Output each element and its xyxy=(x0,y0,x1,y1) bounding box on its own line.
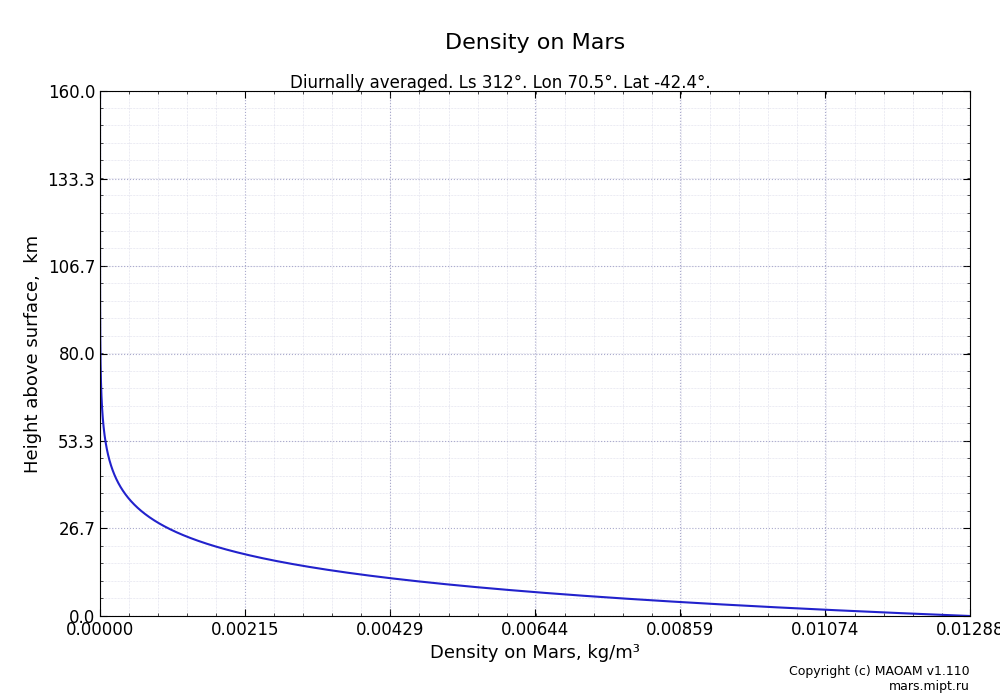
Y-axis label: Height above surface,  km: Height above surface, km xyxy=(24,234,42,472)
X-axis label: Density on Mars, kg/m³: Density on Mars, kg/m³ xyxy=(430,645,640,662)
Title: Density on Mars: Density on Mars xyxy=(445,34,625,53)
Text: Diurnally averaged. Ls 312°. Lon 70.5°. Lat -42.4°.: Diurnally averaged. Ls 312°. Lon 70.5°. … xyxy=(290,74,710,92)
Text: Copyright (c) MAOAM v1.110
mars.mipt.ru: Copyright (c) MAOAM v1.110 mars.mipt.ru xyxy=(789,665,970,693)
